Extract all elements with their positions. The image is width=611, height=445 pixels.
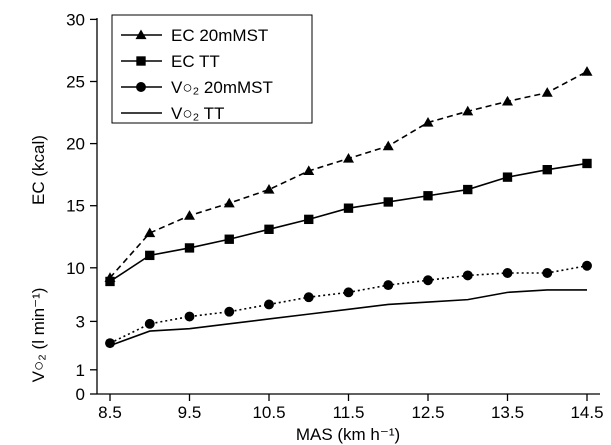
- circle-marker: [542, 268, 553, 278]
- series-line: [109, 289, 587, 347]
- legend-item: V○₂ TT: [121, 104, 224, 123]
- y-tick-label: 25: [66, 73, 85, 92]
- x-tick-label: 9.5: [178, 403, 202, 422]
- x-tick-label: 10.5: [252, 403, 285, 422]
- legend-item: V○₂ 20mMST: [121, 78, 273, 97]
- triangle-marker: [303, 165, 315, 176]
- circle-marker: [502, 268, 513, 278]
- triangle-marker: [144, 227, 156, 238]
- y-tick-label: 20: [66, 135, 85, 154]
- legend-label: V○₂ TT: [171, 104, 224, 123]
- series-ec-tt: [105, 158, 592, 287]
- series-v-20mmst: [105, 260, 592, 349]
- triangle-marker: [462, 105, 474, 116]
- square-marker: [542, 165, 552, 175]
- triangle-marker: [581, 66, 593, 76]
- square-marker: [145, 250, 155, 261]
- triangle-marker: [541, 87, 553, 97]
- square-marker: [136, 56, 146, 66]
- y-tick-label: 10: [66, 259, 85, 278]
- square-marker: [423, 191, 433, 201]
- legend-item: EC TT: [121, 52, 220, 71]
- circle-marker: [264, 299, 274, 310]
- circle-marker: [184, 311, 195, 322]
- y-axis-title-lower: V○₂ (l min⁻¹): [29, 288, 48, 383]
- square-marker: [463, 184, 473, 195]
- square-marker: [264, 224, 274, 234]
- triangle-marker: [263, 184, 275, 194]
- legend-label: V○₂ 20mMST: [171, 78, 273, 97]
- circle-marker: [343, 287, 354, 298]
- square-marker: [582, 158, 592, 169]
- legend-items: EC 20mMST EC TT V○₂ 20mMST V○₂ TT: [121, 26, 273, 123]
- triangle-marker: [135, 29, 147, 40]
- x-tick-label: 13.5: [491, 403, 524, 422]
- y-tick-label: 3: [76, 312, 85, 331]
- circle-marker: [582, 260, 592, 271]
- x-tick-label: 12.5: [411, 403, 444, 422]
- circle-marker: [303, 292, 314, 303]
- triangle-marker: [422, 116, 434, 127]
- square-marker: [383, 197, 393, 207]
- square-marker: [502, 172, 513, 182]
- circle-marker: [105, 338, 115, 349]
- circle-marker: [224, 306, 235, 317]
- y-axis-title-upper: EC (kcal): [29, 135, 48, 205]
- x-axis-title: MAS (km h⁻¹): [296, 425, 400, 444]
- series-v-tt: [109, 289, 587, 347]
- x-tick-label: 8.5: [98, 403, 122, 422]
- triangle-marker: [502, 95, 513, 106]
- square-marker: [184, 243, 195, 253]
- square-marker: [343, 203, 354, 213]
- series-layer: [104, 66, 593, 349]
- circle-marker: [383, 280, 394, 291]
- legend-box: [111, 14, 313, 124]
- legend-item: EC 20mMST: [121, 26, 268, 45]
- y-tick-label: 1: [76, 361, 85, 380]
- series-line: [109, 264, 588, 344]
- y-tick-label: 15: [66, 197, 85, 216]
- triangle-marker: [223, 197, 235, 208]
- square-marker: [304, 214, 314, 225]
- circle-marker: [462, 270, 473, 281]
- series-ec-20mmst: [104, 66, 593, 282]
- square-marker: [105, 276, 115, 287]
- x-ticks: 8.5 9.5 10.5 11.5 12.5 13.5 14.5: [98, 394, 604, 422]
- x-tick-label: 11.5: [333, 403, 365, 422]
- circle-marker: [136, 82, 146, 92]
- square-marker: [224, 234, 234, 244]
- legend-label: EC TT: [171, 52, 220, 71]
- circle-marker: [423, 275, 433, 286]
- triangle-marker: [184, 210, 195, 220]
- triangle-marker: [382, 140, 394, 151]
- legend-label: EC 20mMST: [171, 26, 268, 45]
- series-line: [109, 162, 588, 283]
- y-tick-label: 30: [66, 10, 85, 29]
- triangle-marker: [343, 153, 354, 163]
- x-tick-label: 14.5: [570, 403, 603, 422]
- legend: EC 20mMST EC TT V○₂ 20mMST V○₂ TT: [111, 14, 313, 124]
- y-ticks: 10 15 20 25 30 0 1 3: [66, 10, 97, 404]
- circle-marker: [144, 318, 155, 329]
- y-tick-label: 0: [76, 385, 85, 404]
